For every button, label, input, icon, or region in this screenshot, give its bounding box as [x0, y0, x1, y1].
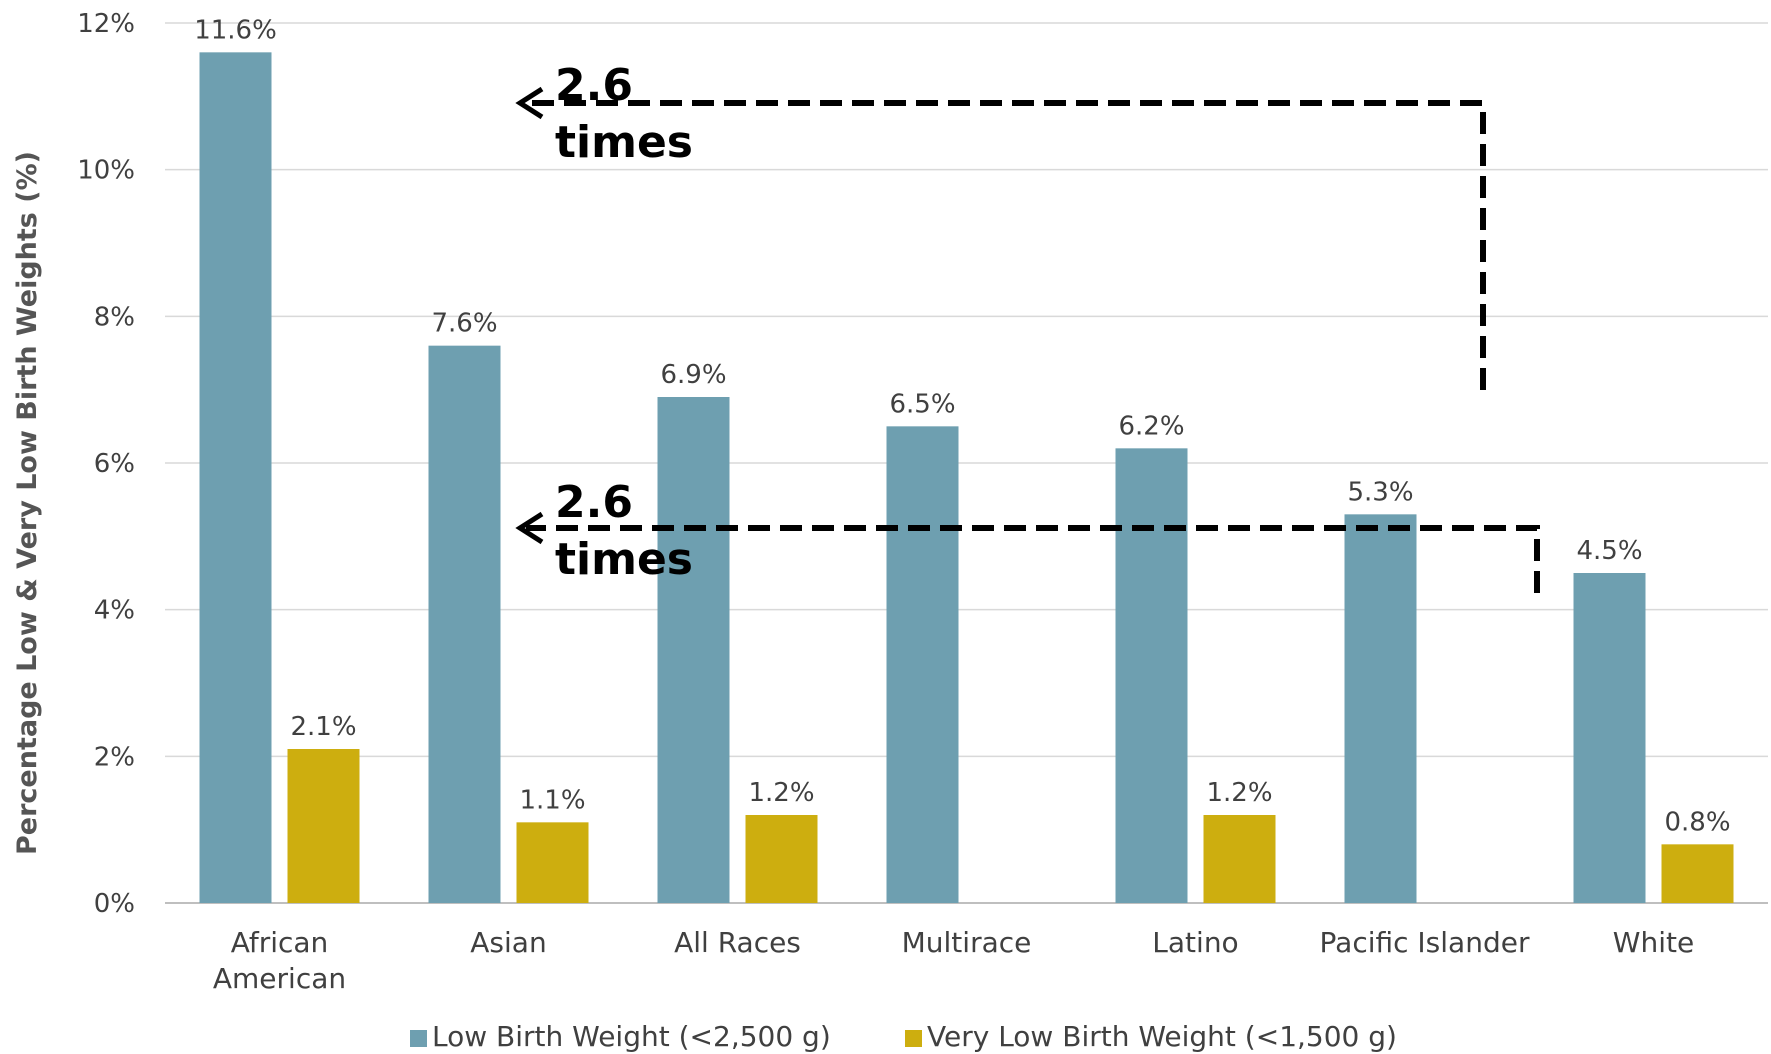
data-label: 1.2%: [748, 778, 814, 808]
bar-very-low-birth-weight: [745, 815, 818, 903]
y-tick-label: 8%: [94, 302, 135, 332]
data-label: 5.3%: [1347, 477, 1413, 507]
bar-low-birth-weight: [1573, 573, 1646, 903]
y-tick-label: 4%: [94, 596, 135, 626]
annotation-ratio: 2.6: [555, 477, 633, 528]
data-label: 4.5%: [1576, 536, 1642, 566]
bar-low-birth-weight: [428, 345, 501, 904]
legend-swatch: [410, 1030, 427, 1047]
y-tick-label: 10%: [77, 156, 135, 186]
y-tick-label: 2%: [94, 742, 135, 772]
bar-low-birth-weight: [657, 397, 730, 903]
comparison-bracket-very-low-birth-weight: [526, 525, 1540, 593]
category-label: Multirace: [902, 926, 1032, 959]
category-label: Latino: [1152, 926, 1238, 959]
data-label: 7.6%: [431, 309, 497, 339]
bar-low-birth-weight: [886, 426, 959, 903]
y-tick-label: 0%: [94, 889, 135, 919]
data-label: 6.9%: [660, 360, 726, 390]
bar-low-birth-weight: [1115, 448, 1188, 903]
data-label: 1.2%: [1206, 778, 1272, 808]
bar-low-birth-weight: [1344, 514, 1417, 903]
bar-very-low-birth-weight: [1661, 844, 1734, 903]
category-label: White: [1613, 926, 1694, 959]
bar-very-low-birth-weight: [516, 822, 589, 903]
data-label: 1.1%: [519, 785, 585, 815]
legend-label: Low Birth Weight (<2,500 g): [432, 1020, 831, 1053]
y-tick-label: 6%: [94, 449, 135, 479]
bar-very-low-birth-weight: [1203, 815, 1276, 903]
arrow-head-icon: [515, 511, 544, 545]
category-label: Pacific Islander: [1320, 926, 1530, 959]
data-label: 6.2%: [1118, 411, 1184, 441]
data-label: 6.5%: [889, 389, 955, 419]
legend-swatch: [905, 1030, 922, 1047]
annotation-ratio-unit: times: [555, 117, 693, 168]
data-label: 11.6%: [194, 15, 277, 45]
category-label: African: [231, 926, 329, 959]
legend-label: Very Low Birth Weight (<1,500 g): [927, 1020, 1397, 1053]
bar-very-low-birth-weight: [287, 749, 360, 903]
arrow-head-icon: [515, 86, 544, 120]
data-label: 0.8%: [1664, 807, 1730, 837]
category-label: American: [213, 962, 346, 995]
y-axis-title: Percentage Low & Very Low Birth Weights …: [12, 151, 43, 855]
y-tick-label: 12%: [77, 9, 135, 39]
annotation-ratio: 2.6: [555, 60, 633, 111]
category-label: All Races: [674, 926, 801, 959]
category-label: Asian: [470, 926, 546, 959]
bar-low-birth-weight: [199, 52, 272, 904]
data-label: 2.1%: [290, 712, 356, 742]
annotation-ratio-unit: times: [555, 534, 693, 585]
